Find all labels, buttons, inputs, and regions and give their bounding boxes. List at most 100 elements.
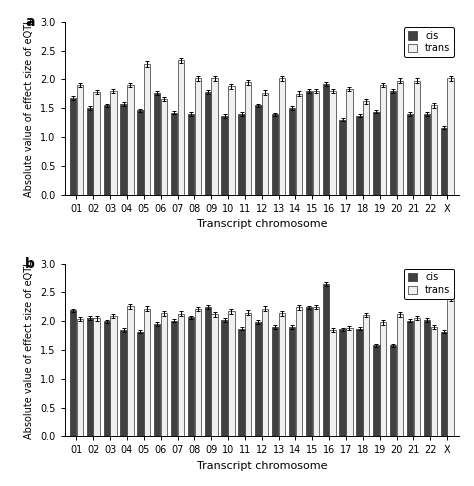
Bar: [161, 313, 167, 436]
Text: a: a: [25, 15, 35, 29]
Bar: [154, 324, 161, 436]
Bar: [296, 308, 302, 436]
Bar: [87, 318, 93, 436]
Bar: [373, 112, 380, 194]
Bar: [397, 314, 403, 436]
Bar: [70, 98, 76, 194]
Bar: [205, 307, 211, 436]
Bar: [76, 85, 83, 194]
Bar: [127, 85, 134, 194]
Bar: [154, 93, 161, 194]
Bar: [306, 308, 312, 436]
Bar: [120, 104, 127, 194]
Bar: [323, 284, 329, 436]
Bar: [194, 78, 201, 194]
Bar: [188, 114, 194, 194]
Bar: [245, 82, 252, 194]
Bar: [279, 78, 285, 194]
Bar: [356, 329, 363, 436]
Bar: [414, 81, 420, 194]
Bar: [306, 91, 312, 194]
Bar: [178, 60, 184, 194]
Text: b: b: [25, 257, 35, 271]
Bar: [447, 78, 454, 194]
Bar: [93, 318, 100, 436]
Bar: [120, 330, 127, 436]
Bar: [211, 78, 218, 194]
Bar: [279, 313, 285, 436]
Bar: [70, 311, 76, 436]
Bar: [161, 99, 167, 194]
Bar: [407, 321, 413, 436]
Bar: [430, 327, 437, 436]
Bar: [110, 91, 117, 194]
Bar: [346, 328, 353, 436]
Bar: [137, 331, 144, 436]
Legend: cis, trans: cis, trans: [404, 27, 454, 57]
Bar: [205, 92, 211, 194]
Bar: [323, 84, 329, 194]
Bar: [329, 91, 336, 194]
Bar: [255, 322, 262, 436]
Bar: [363, 315, 370, 436]
Bar: [329, 330, 336, 436]
Bar: [289, 108, 295, 194]
Bar: [380, 322, 386, 436]
Bar: [414, 318, 420, 436]
X-axis label: Transcript chromosome: Transcript chromosome: [197, 461, 327, 471]
Bar: [137, 110, 144, 194]
Bar: [312, 91, 319, 194]
Bar: [390, 346, 396, 436]
Bar: [87, 108, 93, 194]
Bar: [430, 105, 437, 194]
Bar: [296, 94, 302, 194]
Bar: [380, 85, 386, 194]
Bar: [339, 120, 346, 194]
Bar: [103, 321, 110, 436]
Bar: [272, 327, 278, 436]
Bar: [127, 306, 134, 436]
Bar: [238, 329, 245, 436]
Bar: [441, 331, 447, 436]
Bar: [144, 309, 150, 436]
Bar: [171, 113, 177, 194]
Bar: [228, 87, 235, 194]
Bar: [397, 81, 403, 194]
Bar: [390, 91, 396, 194]
Bar: [363, 101, 370, 194]
Legend: cis, trans: cis, trans: [404, 269, 454, 299]
Bar: [144, 64, 150, 194]
Bar: [312, 307, 319, 436]
Bar: [289, 327, 295, 436]
Bar: [110, 316, 117, 436]
Bar: [245, 312, 252, 436]
Bar: [211, 314, 218, 436]
Bar: [194, 309, 201, 436]
Bar: [171, 321, 177, 436]
Bar: [407, 114, 413, 194]
Bar: [76, 319, 83, 436]
Bar: [221, 116, 228, 194]
Bar: [262, 93, 268, 194]
Y-axis label: Absolute value of effect size of eQTL: Absolute value of effect size of eQTL: [25, 19, 35, 197]
Bar: [424, 320, 430, 436]
Bar: [103, 105, 110, 194]
Bar: [188, 317, 194, 436]
Bar: [93, 92, 100, 194]
Bar: [178, 314, 184, 436]
Bar: [238, 114, 245, 194]
Y-axis label: Absolute value of effect size of eQTL: Absolute value of effect size of eQTL: [25, 261, 35, 439]
Bar: [228, 312, 235, 436]
Bar: [272, 115, 278, 194]
X-axis label: Transcript chromosome: Transcript chromosome: [197, 219, 327, 229]
Bar: [441, 128, 447, 194]
Bar: [373, 346, 380, 436]
Bar: [447, 298, 454, 436]
Bar: [356, 116, 363, 194]
Bar: [255, 105, 262, 194]
Bar: [424, 114, 430, 194]
Bar: [262, 309, 268, 436]
Bar: [339, 330, 346, 436]
Bar: [221, 320, 228, 436]
Bar: [346, 89, 353, 194]
